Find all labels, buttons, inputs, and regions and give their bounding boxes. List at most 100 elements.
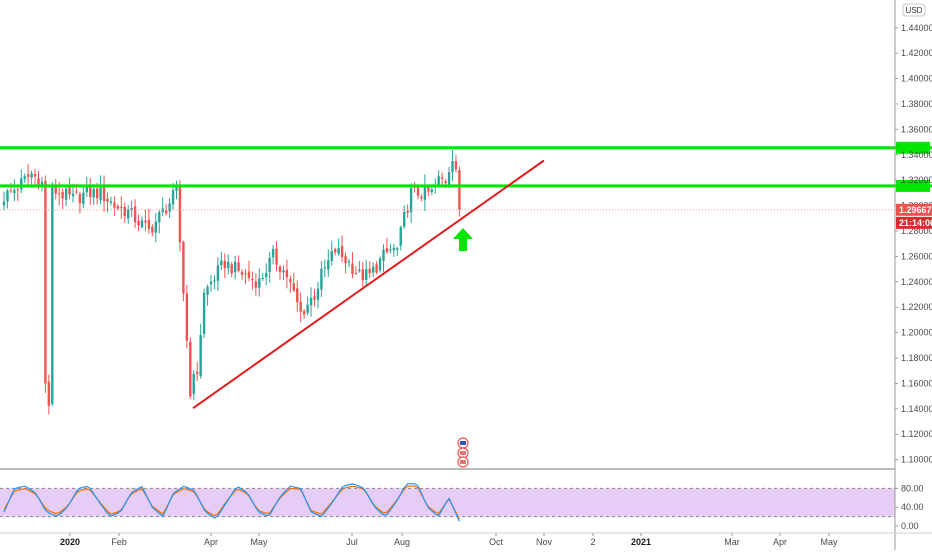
candle-body bbox=[427, 187, 430, 192]
candle bbox=[99, 175, 102, 205]
candle bbox=[375, 261, 378, 275]
candle bbox=[40, 176, 44, 192]
candle-body bbox=[247, 271, 251, 278]
event-flag-fill bbox=[460, 451, 466, 455]
stoch-tick-label: 80.00 bbox=[901, 483, 924, 493]
candle-body bbox=[89, 186, 92, 198]
candle-body bbox=[278, 266, 282, 273]
candle bbox=[451, 150, 454, 182]
candle-body bbox=[37, 178, 40, 188]
candle-body bbox=[47, 381, 51, 406]
candle-body bbox=[309, 298, 313, 306]
candle-body bbox=[164, 210, 168, 214]
candle-body bbox=[158, 212, 161, 223]
candle-body bbox=[268, 257, 271, 272]
candle bbox=[151, 224, 154, 237]
candle-body bbox=[71, 193, 75, 197]
event-flag-fill bbox=[460, 460, 466, 464]
event-flag-fill bbox=[460, 441, 466, 445]
currency-badge[interactable]: USD bbox=[902, 3, 926, 17]
candle bbox=[313, 289, 316, 307]
candle-body bbox=[16, 189, 19, 191]
candle bbox=[247, 260, 251, 282]
candle bbox=[137, 214, 140, 232]
candle-body bbox=[444, 181, 447, 184]
candle bbox=[389, 243, 392, 254]
level-axis-badge bbox=[896, 179, 930, 192]
candle-body bbox=[40, 181, 44, 186]
candle-body bbox=[209, 281, 213, 285]
candle bbox=[382, 244, 385, 272]
y-tick-label: 1.24000 bbox=[901, 277, 932, 287]
candle-body bbox=[199, 335, 202, 376]
candle bbox=[340, 235, 344, 263]
candle bbox=[189, 337, 192, 399]
trendline-group bbox=[192, 159, 545, 410]
candle bbox=[158, 209, 161, 234]
candle-body bbox=[202, 292, 206, 335]
candle bbox=[258, 268, 261, 297]
candle bbox=[282, 265, 285, 281]
candle-body bbox=[340, 245, 344, 258]
candle bbox=[140, 216, 144, 229]
candle-body bbox=[120, 206, 123, 208]
candle-body bbox=[327, 260, 330, 270]
candle-body bbox=[347, 261, 351, 263]
up-arrow-icon[interactable] bbox=[453, 228, 473, 251]
candle-body bbox=[178, 186, 182, 243]
stochastic-band-fill bbox=[0, 488, 895, 517]
candle bbox=[223, 253, 226, 279]
candle-body bbox=[282, 270, 285, 273]
trendline[interactable] bbox=[192, 159, 545, 410]
countdown-label: 21:14:06 bbox=[899, 218, 932, 228]
candle bbox=[44, 175, 47, 393]
candle-body bbox=[206, 286, 209, 295]
candle bbox=[199, 323, 202, 379]
candle bbox=[13, 179, 16, 201]
candle-body bbox=[75, 191, 78, 193]
candle bbox=[423, 174, 427, 212]
candle-body bbox=[216, 265, 220, 281]
candle-body bbox=[102, 185, 106, 201]
candle bbox=[327, 249, 330, 277]
candle-body bbox=[78, 193, 82, 204]
candle-body bbox=[337, 248, 340, 254]
candle bbox=[123, 202, 126, 223]
x-tick-label: Mar bbox=[724, 537, 740, 547]
horizontal-levels bbox=[0, 141, 932, 211]
candle bbox=[337, 238, 340, 256]
y-tick-label: 1.36000 bbox=[901, 124, 932, 134]
candle bbox=[127, 205, 130, 224]
candle bbox=[178, 180, 182, 252]
candle-body bbox=[154, 221, 157, 233]
candle-body bbox=[116, 206, 120, 209]
candle bbox=[458, 166, 461, 217]
candle bbox=[240, 269, 244, 280]
x-tick-label: Aug bbox=[394, 537, 410, 547]
candle-body bbox=[230, 264, 233, 274]
x-tick-label: May bbox=[820, 537, 838, 547]
candle-body bbox=[113, 202, 116, 208]
candle bbox=[82, 186, 85, 209]
candle bbox=[406, 204, 409, 218]
level-axis-badge bbox=[896, 141, 930, 154]
candle bbox=[289, 275, 292, 293]
candle-body bbox=[375, 264, 378, 273]
candle-body bbox=[171, 190, 175, 205]
candle bbox=[64, 184, 68, 207]
countdown-badge bbox=[896, 216, 932, 229]
candle bbox=[347, 258, 351, 268]
y-tick-label: 1.28000 bbox=[901, 226, 932, 236]
candle-body bbox=[20, 178, 23, 190]
candle-body bbox=[240, 272, 244, 275]
candle-body bbox=[123, 206, 126, 217]
candle-body bbox=[9, 190, 13, 192]
candle bbox=[334, 247, 337, 256]
candle-body bbox=[185, 293, 189, 341]
candle bbox=[409, 183, 413, 223]
candle bbox=[164, 203, 168, 216]
y-tick-label: 1.26000 bbox=[901, 251, 932, 261]
stoch-tick-label: 0.00 bbox=[901, 521, 919, 531]
